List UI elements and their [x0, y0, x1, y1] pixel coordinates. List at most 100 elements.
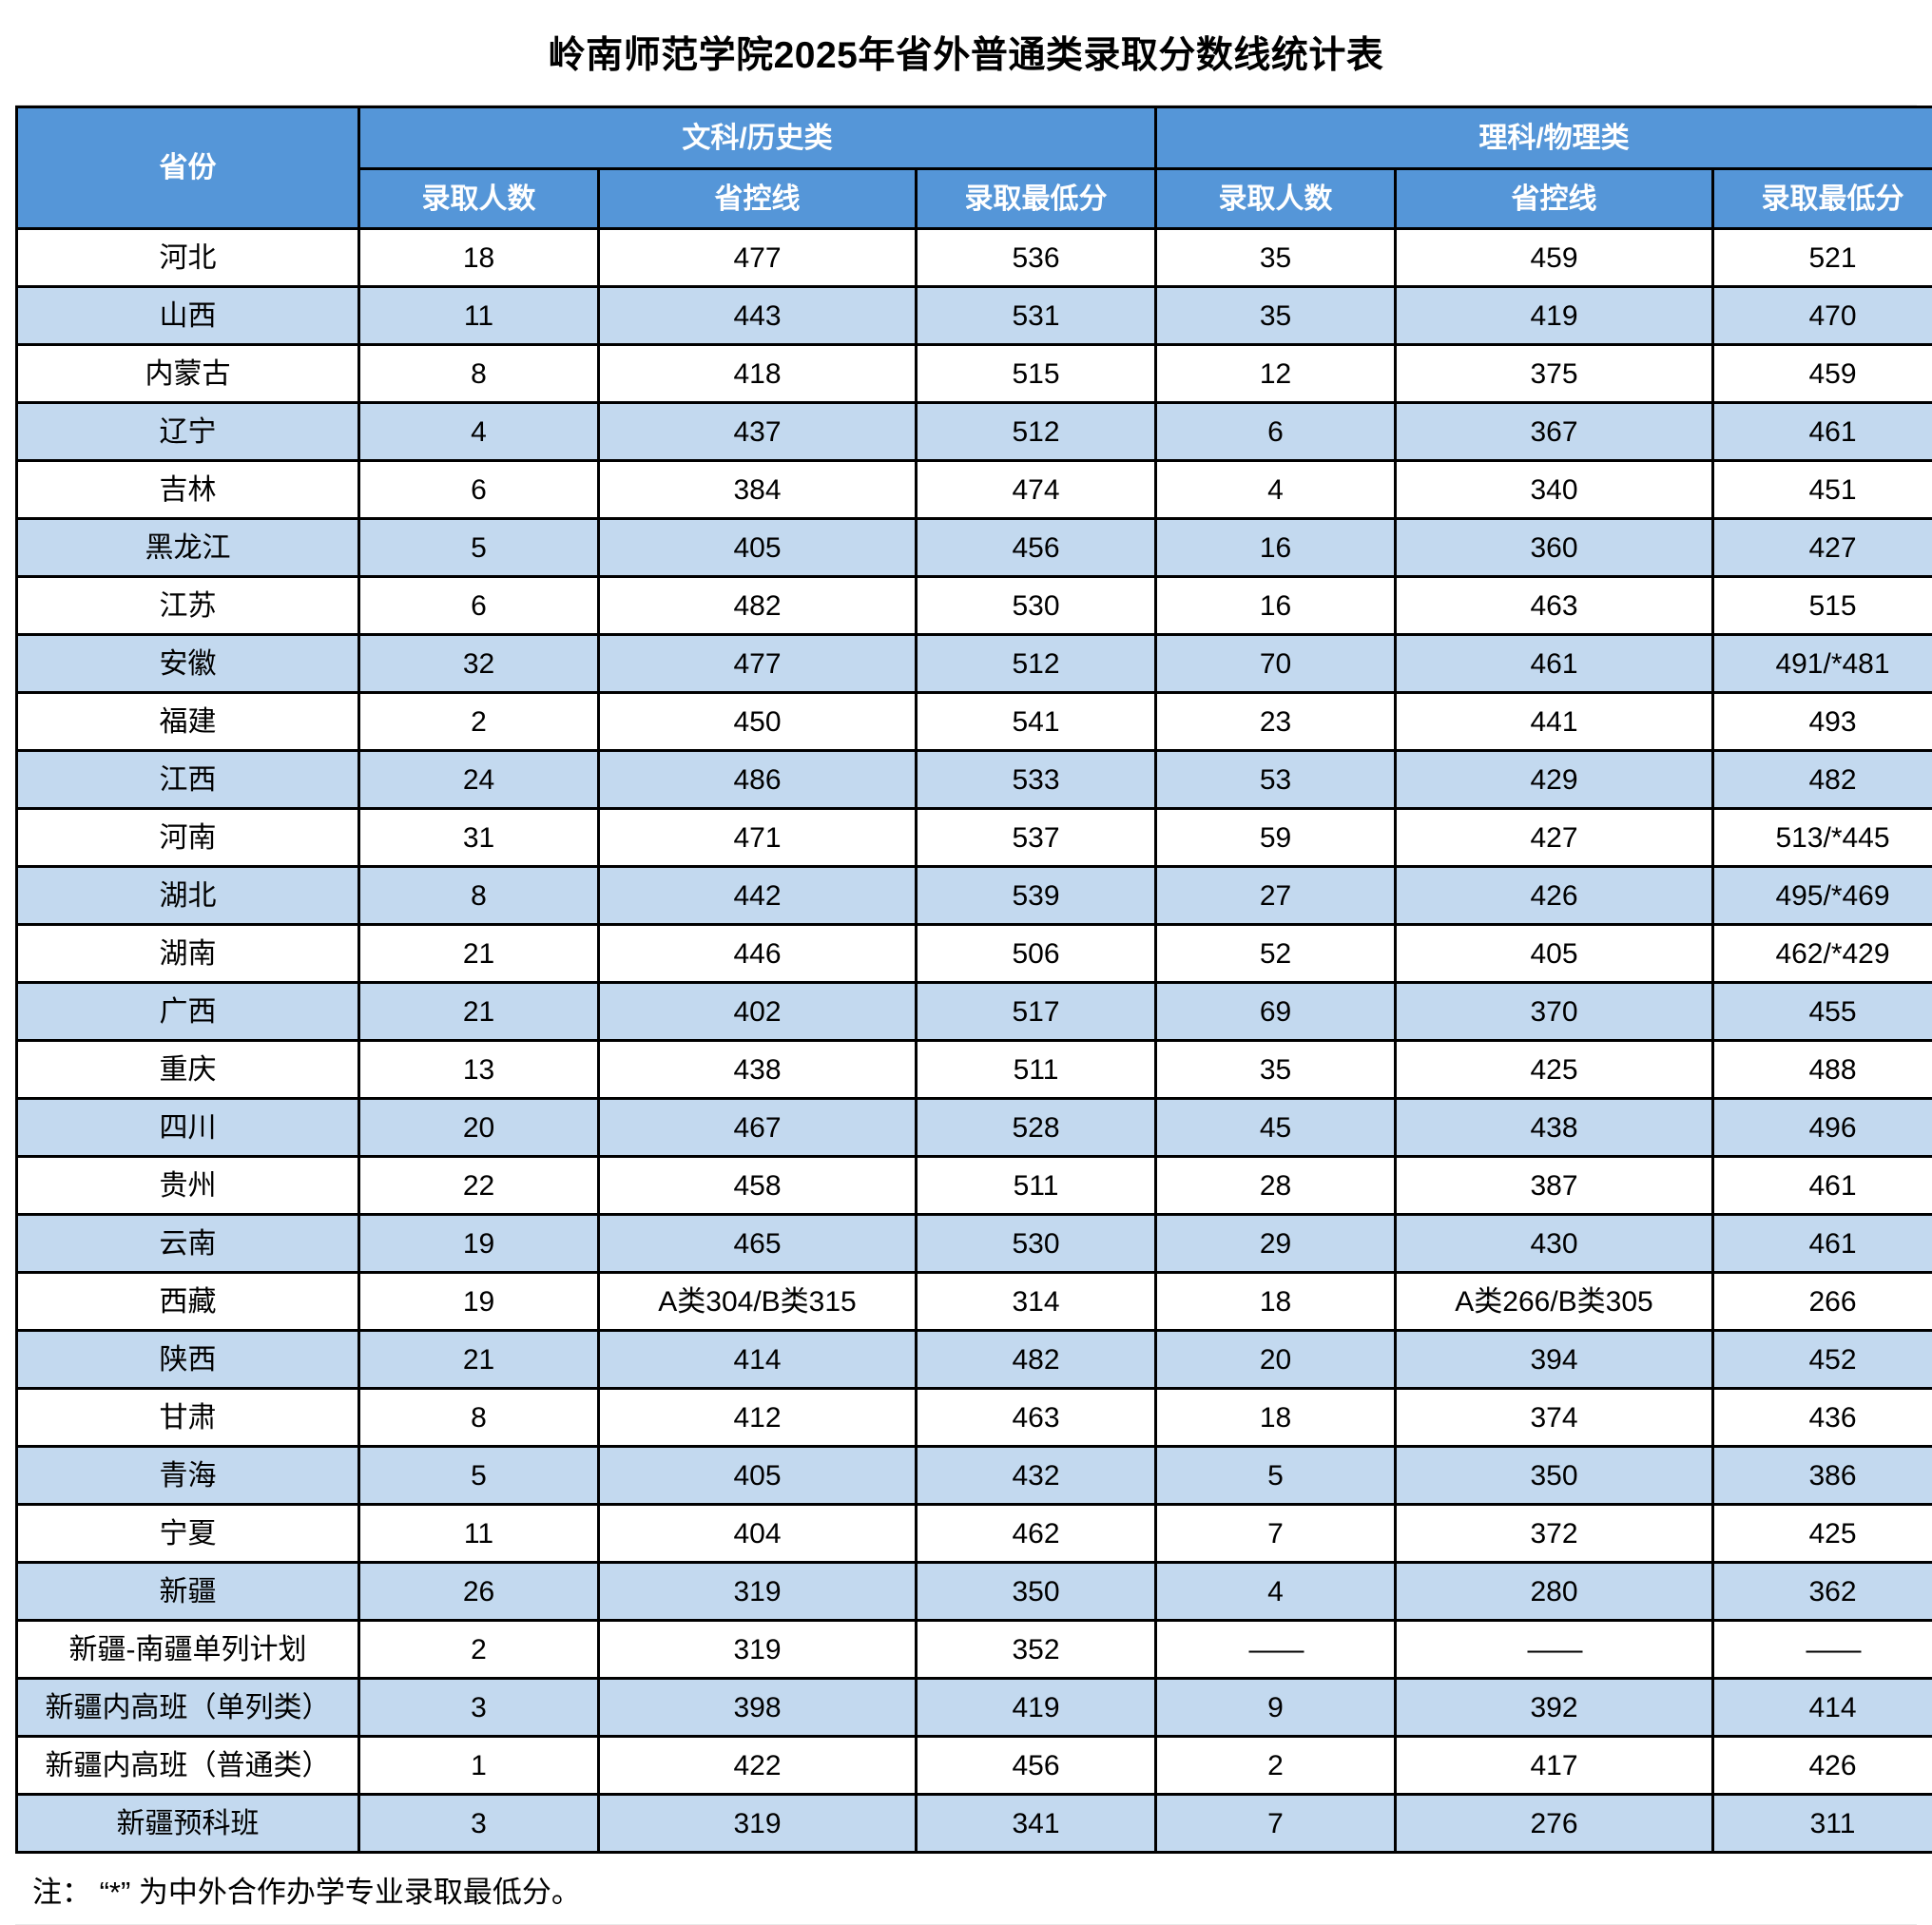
wen-count-cell: 3 — [359, 1795, 599, 1853]
li-min-cell: 362 — [1713, 1563, 1932, 1621]
li-count-cell: 23 — [1156, 693, 1396, 751]
province-cell: 山西 — [17, 287, 359, 345]
header-group-row: 省份 文科/历史类 理科/物理类 — [17, 107, 1932, 169]
li-count-cell: 59 — [1156, 809, 1396, 867]
wen-line-cell: 446 — [599, 925, 917, 983]
wen-line-cell: 319 — [599, 1621, 917, 1679]
wen-min-cell: 531 — [917, 287, 1156, 345]
admission-score-table: 省份 文科/历史类 理科/物理类 录取人数 省控线 录取最低分 录取人数 省控线… — [15, 106, 1932, 1854]
wen-line-cell: 465 — [599, 1215, 917, 1273]
wen-line-cell: 442 — [599, 867, 917, 925]
li-min-cell: 515 — [1713, 577, 1932, 635]
li-min-cell: —— — [1713, 1621, 1932, 1679]
province-cell: 河南 — [17, 809, 359, 867]
column-header-li-line: 省控线 — [1396, 169, 1713, 229]
wen-count-cell: 11 — [359, 287, 599, 345]
li-min-cell: 386 — [1713, 1447, 1932, 1505]
li-min-cell: 488 — [1713, 1041, 1932, 1099]
wen-line-cell: 414 — [599, 1331, 917, 1389]
li-count-cell: 20 — [1156, 1331, 1396, 1389]
wen-line-cell: 319 — [599, 1795, 917, 1853]
li-min-cell: 436 — [1713, 1389, 1932, 1447]
li-line-cell: 427 — [1396, 809, 1713, 867]
li-min-cell: 426 — [1713, 1737, 1932, 1795]
wen-line-cell: 450 — [599, 693, 917, 751]
li-line-cell: 387 — [1396, 1157, 1713, 1215]
wen-line-cell: 404 — [599, 1505, 917, 1563]
wen-min-cell: 512 — [917, 403, 1156, 461]
li-min-cell: 470 — [1713, 287, 1932, 345]
li-count-cell: 27 — [1156, 867, 1396, 925]
wen-count-cell: 1 — [359, 1737, 599, 1795]
province-cell: 宁夏 — [17, 1505, 359, 1563]
wen-min-cell: 528 — [917, 1099, 1156, 1157]
li-min-cell: 414 — [1713, 1679, 1932, 1737]
wen-min-cell: 482 — [917, 1331, 1156, 1389]
wen-count-cell: 6 — [359, 577, 599, 635]
li-line-cell: 426 — [1396, 867, 1713, 925]
li-line-cell: 441 — [1396, 693, 1713, 751]
province-cell: 湖北 — [17, 867, 359, 925]
province-cell: 新疆预科班 — [17, 1795, 359, 1853]
wen-min-cell: 432 — [917, 1447, 1156, 1505]
province-cell: 河北 — [17, 229, 359, 287]
province-cell: 四川 — [17, 1099, 359, 1157]
wen-line-cell: 405 — [599, 519, 917, 577]
wen-count-cell: 21 — [359, 1331, 599, 1389]
li-min-cell: 451 — [1713, 461, 1932, 519]
li-count-cell: 7 — [1156, 1505, 1396, 1563]
li-count-cell: —— — [1156, 1621, 1396, 1679]
li-count-cell: 5 — [1156, 1447, 1396, 1505]
li-count-cell: 16 — [1156, 577, 1396, 635]
province-cell: 甘肃 — [17, 1389, 359, 1447]
wen-min-cell: 462 — [917, 1505, 1156, 1563]
wen-min-cell: 341 — [917, 1795, 1156, 1853]
li-count-cell: 4 — [1156, 1563, 1396, 1621]
li-line-cell: 429 — [1396, 751, 1713, 809]
wen-count-cell: 19 — [359, 1215, 599, 1273]
li-min-cell: 496 — [1713, 1099, 1932, 1157]
wen-line-cell: 477 — [599, 635, 917, 693]
li-line-cell: 372 — [1396, 1505, 1713, 1563]
province-cell: 湖南 — [17, 925, 359, 983]
wen-count-cell: 4 — [359, 403, 599, 461]
wen-line-cell: 477 — [599, 229, 917, 287]
province-cell: 辽宁 — [17, 403, 359, 461]
wen-line-cell: 398 — [599, 1679, 917, 1737]
li-line-cell: 430 — [1396, 1215, 1713, 1273]
li-min-cell: 462/*429 — [1713, 925, 1932, 983]
li-line-cell: 374 — [1396, 1389, 1713, 1447]
wen-min-cell: 350 — [917, 1563, 1156, 1621]
li-count-cell: 18 — [1156, 1273, 1396, 1331]
li-count-cell: 35 — [1156, 229, 1396, 287]
wen-min-cell: 419 — [917, 1679, 1156, 1737]
wen-min-cell: 463 — [917, 1389, 1156, 1447]
li-line-cell: 360 — [1396, 519, 1713, 577]
wen-min-cell: 456 — [917, 519, 1156, 577]
wen-min-cell: 511 — [917, 1157, 1156, 1215]
province-cell: 江苏 — [17, 577, 359, 635]
li-line-cell: 370 — [1396, 983, 1713, 1041]
li-line-cell: 463 — [1396, 577, 1713, 635]
wen-line-cell: 437 — [599, 403, 917, 461]
li-count-cell: 6 — [1156, 403, 1396, 461]
li-line-cell: 276 — [1396, 1795, 1713, 1853]
li-count-cell: 70 — [1156, 635, 1396, 693]
wen-line-cell: 405 — [599, 1447, 917, 1505]
wen-count-cell: 8 — [359, 1389, 599, 1447]
wen-count-cell: 20 — [359, 1099, 599, 1157]
